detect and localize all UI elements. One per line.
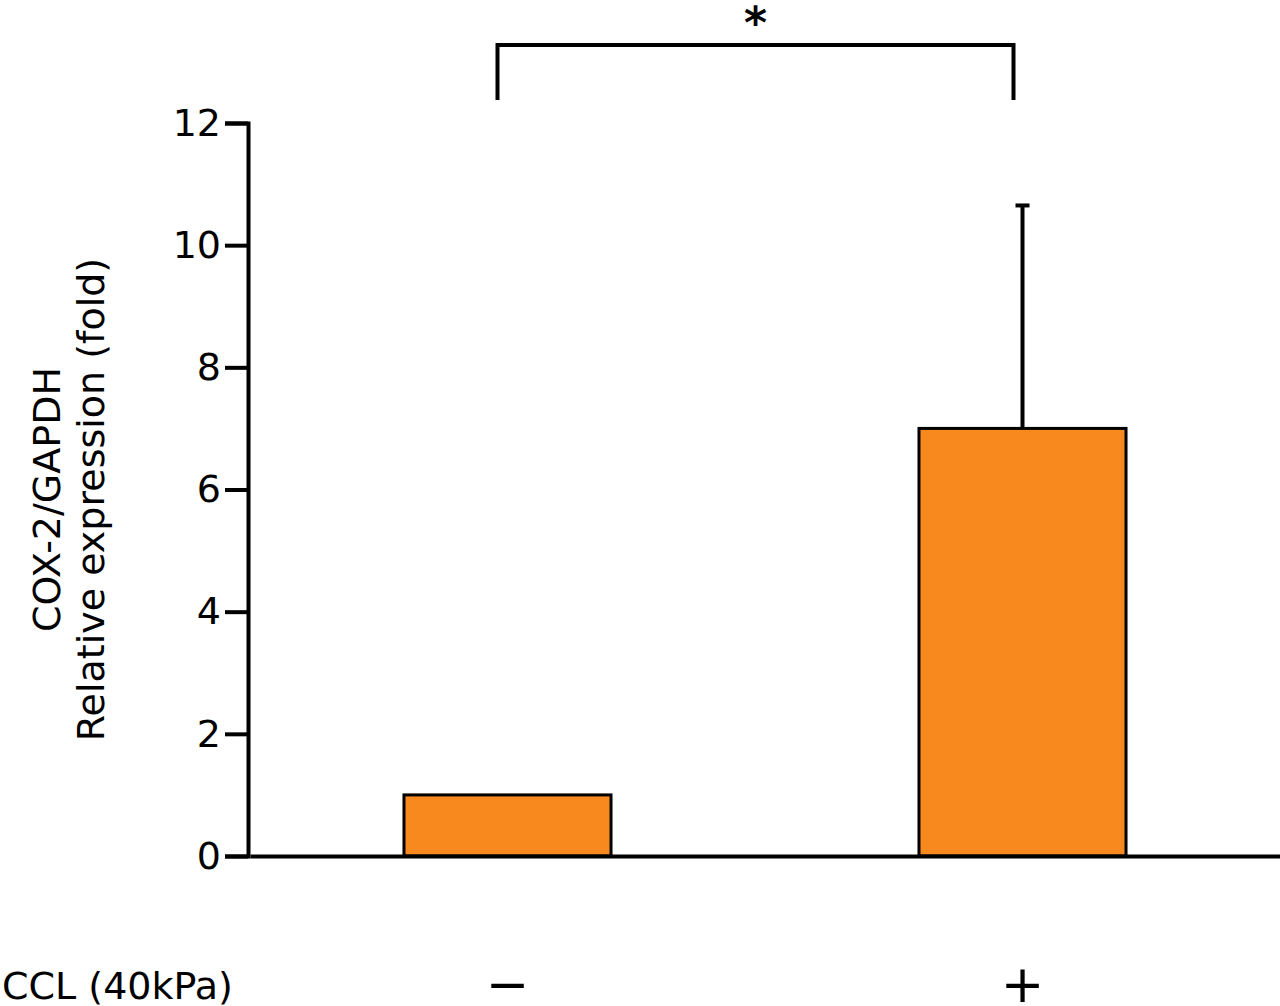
y-tick: 8 bbox=[197, 345, 248, 389]
y-tick-label: 6 bbox=[197, 467, 221, 511]
x-tick: − bbox=[486, 856, 530, 1006]
bar bbox=[919, 428, 1126, 856]
y-tick-label: 2 bbox=[197, 711, 221, 755]
y-axis-title-line: Relative expression (fold) bbox=[69, 258, 113, 741]
x-tick-label: + bbox=[1001, 954, 1045, 1006]
x-tick: + bbox=[1001, 856, 1045, 1006]
y-tick-mark bbox=[225, 732, 248, 736]
x-axis-title: CCL (40kPa) bbox=[2, 964, 233, 1006]
y-tick-mark bbox=[225, 610, 248, 614]
y-tick-mark bbox=[225, 855, 248, 859]
bar bbox=[404, 795, 611, 856]
y-tick: 2 bbox=[197, 711, 248, 755]
significance-label: * bbox=[744, 0, 767, 48]
error-bar bbox=[1016, 205, 1030, 428]
y-tick: 6 bbox=[197, 467, 248, 511]
y-tick-label: 10 bbox=[173, 223, 221, 267]
x-axis-line bbox=[251, 855, 1280, 859]
y-axis-title: COX-2/GAPDHRelative expression (fold) bbox=[25, 258, 113, 741]
y-tick: 12 bbox=[173, 101, 248, 145]
significance-bracket bbox=[498, 45, 1014, 100]
y-tick: 10 bbox=[173, 223, 248, 267]
y-axis-title-line: COX-2/GAPDH bbox=[25, 367, 69, 632]
y-tick: 0 bbox=[197, 834, 248, 878]
y-tick-label: 8 bbox=[197, 345, 221, 389]
x-tick-label: − bbox=[486, 954, 530, 1006]
y-tick-label: 12 bbox=[173, 101, 221, 145]
error-line bbox=[1021, 205, 1025, 428]
y-axis: 0 2 4 6 8 10 12 bbox=[173, 101, 249, 878]
y-tick-label: 0 bbox=[197, 834, 221, 878]
y-tick-mark bbox=[225, 122, 248, 126]
bars bbox=[404, 205, 1126, 856]
chart: 024681012−+CCL (40kPa)COX-2/GAPDHRelativ… bbox=[0, 0, 1280, 1006]
y-tick-mark bbox=[225, 488, 248, 492]
y-tick-mark bbox=[225, 366, 248, 370]
y-tick: 4 bbox=[197, 589, 248, 633]
error-cap bbox=[1016, 203, 1030, 207]
y-tick-mark bbox=[225, 244, 248, 248]
x-axis: −+ bbox=[251, 856, 1280, 1006]
y-axis-line bbox=[225, 124, 249, 857]
y-tick-label: 4 bbox=[197, 589, 221, 633]
